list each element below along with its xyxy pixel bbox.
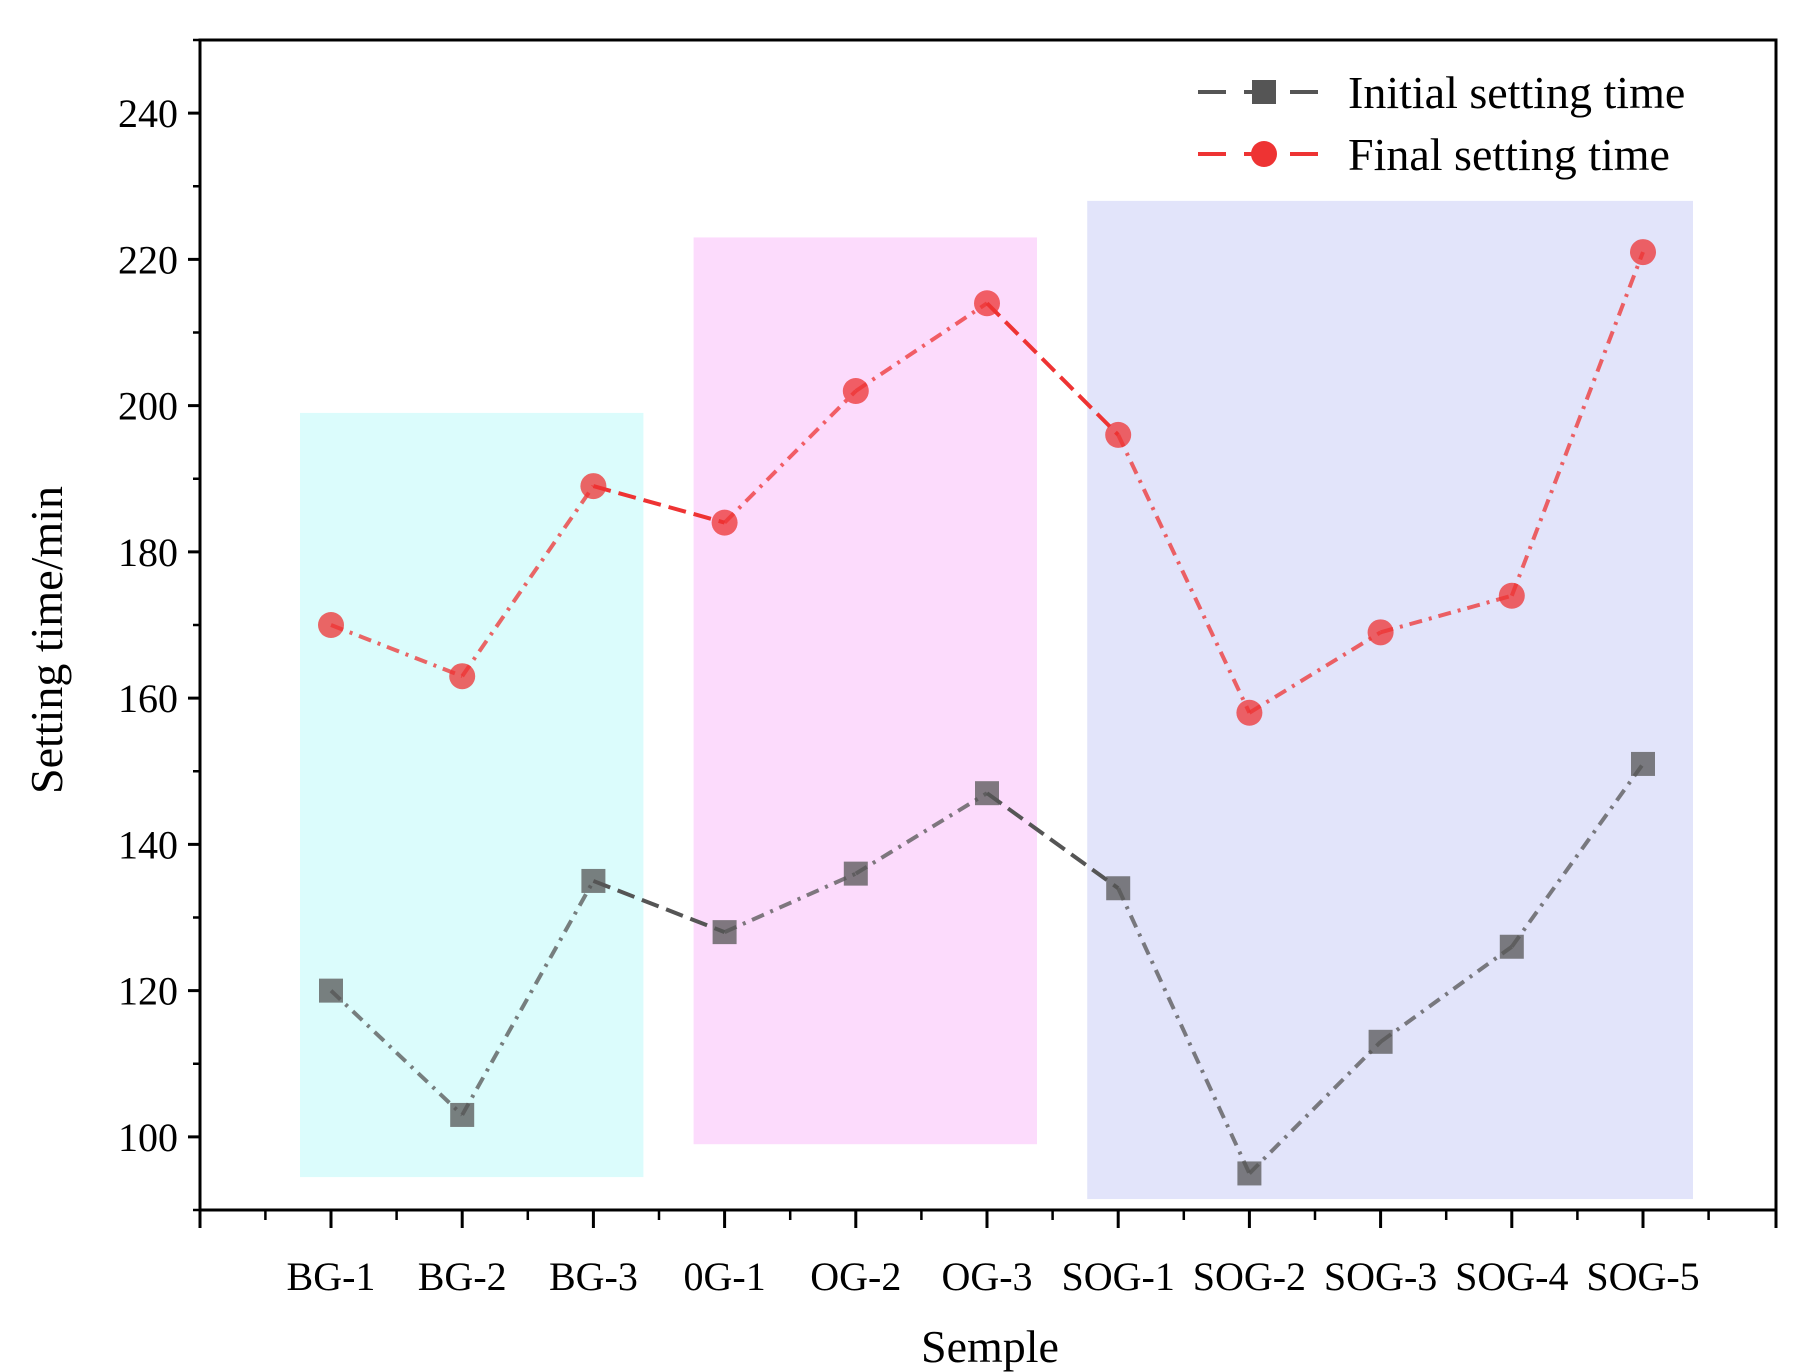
series-2-segment bbox=[985, 301, 1120, 437]
series-1-point-SOG-5 bbox=[1631, 751, 1655, 776]
x-tick-label-SOG-3: SOG-3 bbox=[1324, 1254, 1437, 1299]
x-tick-label-OG-3: OG-3 bbox=[941, 1254, 1032, 1299]
x-tick-label-SOG-5: SOG-5 bbox=[1586, 1254, 1699, 1299]
highlight-region-2 bbox=[693, 237, 1037, 1145]
series-lines bbox=[329, 251, 1645, 1175]
legend-marker-2 bbox=[1251, 141, 1277, 167]
series-2-point-SOG-2 bbox=[1236, 699, 1263, 726]
series-1-point-OG-3 bbox=[975, 781, 999, 806]
series-2-point-SOG-4 bbox=[1498, 582, 1525, 609]
highlight-regions bbox=[300, 200, 1693, 1200]
series-1-segment bbox=[1379, 945, 1513, 1044]
x-tick-label-BG-1: BG-1 bbox=[287, 1254, 376, 1299]
series-markers bbox=[318, 239, 1656, 1186]
legend-marker-1 bbox=[1252, 80, 1276, 104]
legend: Initial setting time Final setting time bbox=[1198, 67, 1685, 180]
series-2-point-BG-3 bbox=[580, 473, 607, 500]
series-1-point-SOG-1 bbox=[1106, 876, 1131, 901]
series-2-segment bbox=[1248, 630, 1382, 715]
y-tick-label-160: 160 bbox=[118, 676, 178, 721]
series-1-point-BG-2 bbox=[450, 1102, 475, 1127]
y-tick-label-220: 220 bbox=[118, 237, 178, 282]
x-tick-label-BG-2: BG-2 bbox=[418, 1254, 507, 1299]
series-2-point-SOG-1 bbox=[1105, 421, 1132, 448]
series-2-segment bbox=[460, 484, 596, 678]
legend-label-2: Final setting time bbox=[1348, 129, 1670, 180]
y-tick-label-180: 180 bbox=[118, 530, 178, 575]
y-tick-label-200: 200 bbox=[118, 384, 178, 429]
series-1-point-0G-1 bbox=[712, 920, 737, 945]
y-axis-title: Setting time/min bbox=[21, 486, 72, 794]
y-tick-label-140: 140 bbox=[118, 822, 178, 867]
series-2-point-SOG-3 bbox=[1367, 619, 1394, 646]
series-1-segment bbox=[1247, 1040, 1383, 1175]
series-1-point-OG-2 bbox=[843, 861, 868, 886]
x-tick-label-0G-1: 0G-1 bbox=[683, 1254, 765, 1299]
series-2-segment bbox=[723, 389, 858, 525]
x-axis-title: Semple bbox=[921, 1321, 1059, 1372]
series-1-point-SOG-2 bbox=[1237, 1161, 1262, 1186]
series-1-segment bbox=[854, 791, 989, 876]
series-2-segment bbox=[1380, 593, 1513, 635]
y-tick-label-120: 120 bbox=[118, 969, 178, 1014]
x-tick-label-SOG-1: SOG-1 bbox=[1062, 1254, 1175, 1299]
highlight-region-1 bbox=[300, 412, 644, 1178]
series-1-segment bbox=[985, 791, 1120, 890]
series-1-point-BG-1 bbox=[319, 978, 343, 1003]
series-1-segment bbox=[1116, 887, 1252, 1175]
series-1-point-SOG-3 bbox=[1368, 1029, 1393, 1054]
series-1-point-BG-3 bbox=[581, 868, 606, 893]
series-2-point-SOG-5 bbox=[1630, 239, 1656, 266]
legend-label-1: Initial setting time bbox=[1348, 67, 1685, 118]
series-1-segment bbox=[1510, 762, 1645, 948]
series-2-point-BG-2 bbox=[449, 663, 476, 690]
y-tick-label-100: 100 bbox=[118, 1115, 178, 1160]
x-tick-label-BG-3: BG-3 bbox=[549, 1254, 638, 1299]
series-1-point-SOG-4 bbox=[1499, 934, 1524, 959]
series-2-point-0G-1 bbox=[711, 509, 738, 536]
series-1-segment bbox=[329, 989, 464, 1117]
series-1-segment bbox=[592, 879, 726, 934]
y-tick-label-240: 240 bbox=[118, 91, 178, 136]
series-1-segment bbox=[723, 871, 857, 934]
series-2-segment bbox=[330, 623, 463, 679]
series-2-segment bbox=[1509, 251, 1645, 597]
series-2-point-BG-1 bbox=[318, 612, 344, 638]
series-2-point-OG-3 bbox=[974, 290, 1000, 317]
series-2-segment bbox=[854, 301, 989, 393]
series-2-segment bbox=[1116, 434, 1252, 714]
x-tick-label-SOG-4: SOG-4 bbox=[1455, 1254, 1568, 1299]
axes: 100 120 140 160 180 200 220 240 BG-1 BG-2 BG-3 0G-1… bbox=[21, 38, 1778, 1372]
series-2-point-OG-2 bbox=[842, 378, 869, 404]
x-tick-label-OG-2: OG-2 bbox=[810, 1254, 901, 1299]
x-tick-label-SOG-2: SOG-2 bbox=[1193, 1254, 1306, 1299]
series-2-segment bbox=[592, 484, 726, 525]
